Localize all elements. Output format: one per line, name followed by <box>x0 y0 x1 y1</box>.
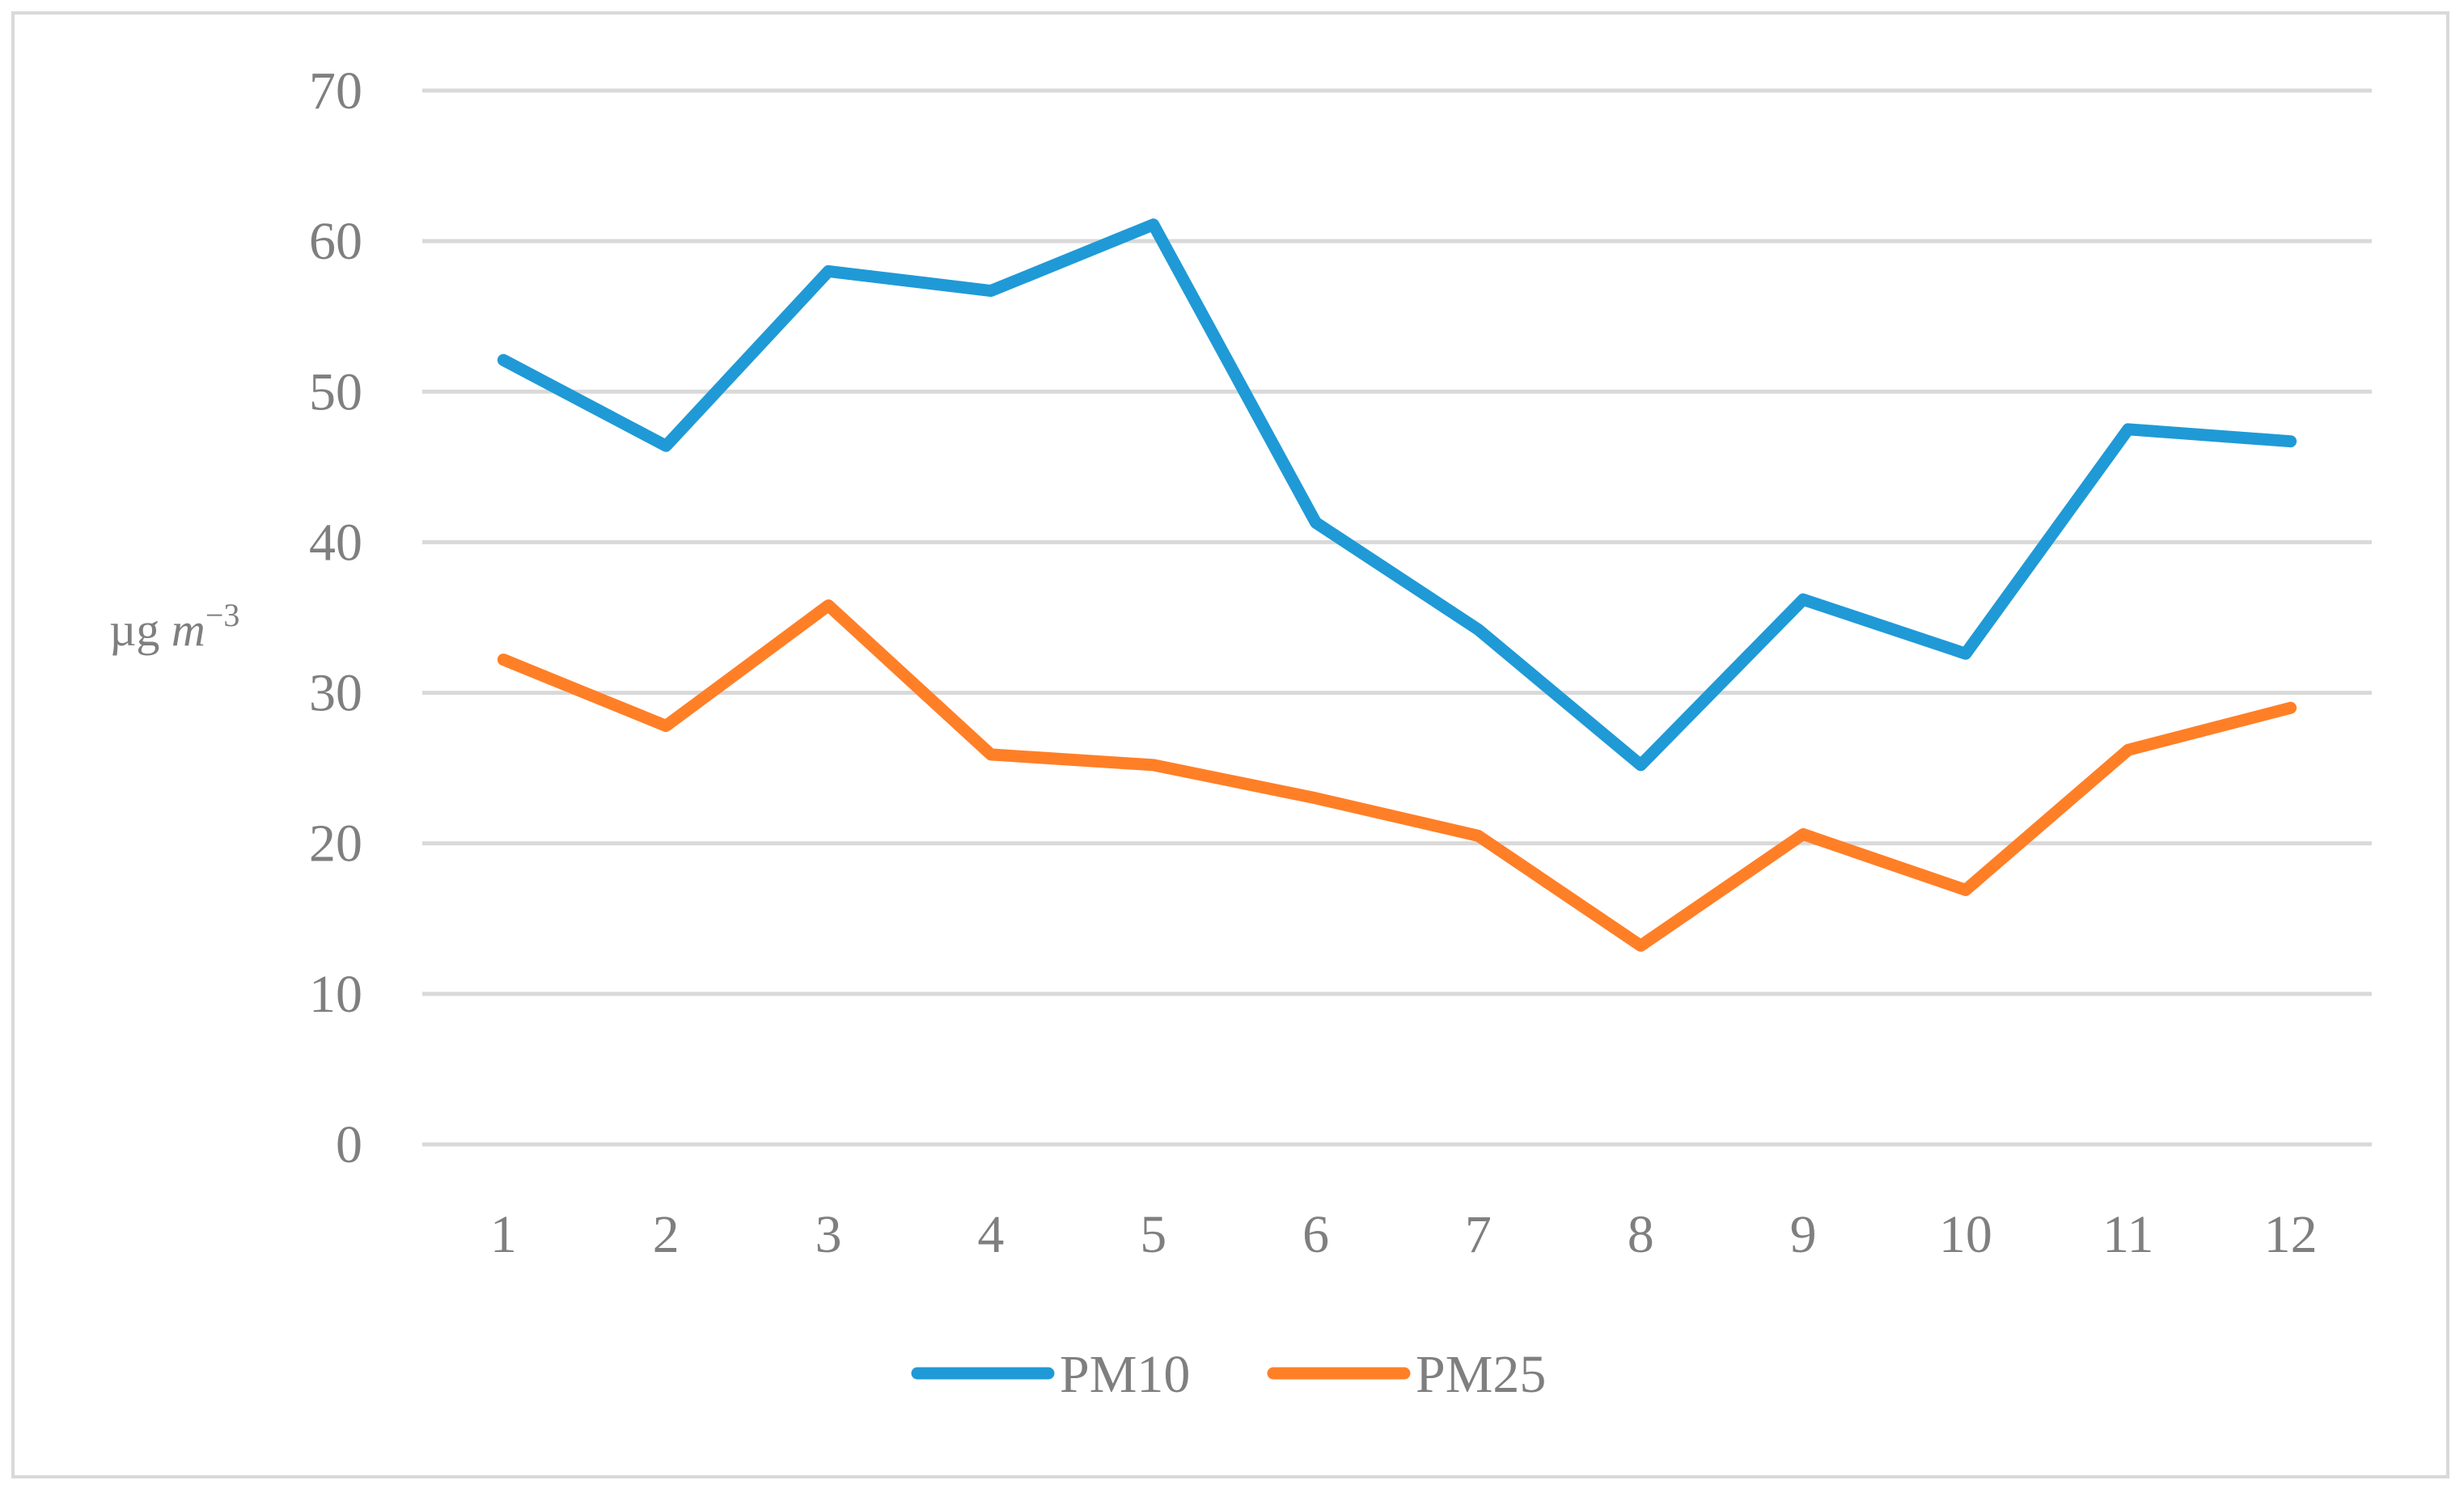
x-tick-label: 8 <box>1628 1205 1654 1264</box>
x-tick-label: 7 <box>1465 1205 1492 1264</box>
x-tick-label: 6 <box>1302 1205 1329 1264</box>
y-tick-label: 40 <box>309 513 362 572</box>
x-tick-label: 12 <box>2264 1205 2318 1264</box>
x-tick-label: 4 <box>977 1205 1004 1264</box>
y-axis-label-unit: µg <box>109 603 171 656</box>
y-axis-label-var: m <box>171 603 205 656</box>
series-line-pm25 <box>497 599 2297 952</box>
x-axis-ticks: 1 2 3 4 5 6 7 8 9 10 11 12 <box>490 1205 2318 1264</box>
x-tick-label: 2 <box>653 1205 680 1264</box>
legend: PM10 PM25 <box>911 1345 1546 1404</box>
x-tick-label: 5 <box>1140 1205 1166 1264</box>
y-axis-ticks: 0 10 20 30 40 50 60 70 <box>309 61 362 1174</box>
x-tick-label: 1 <box>490 1205 517 1264</box>
series-lines <box>497 218 2297 952</box>
y-tick-label: 30 <box>309 664 362 723</box>
y-axis-label-exp: −3 <box>205 597 240 633</box>
x-tick-label: 10 <box>1939 1205 1992 1264</box>
legend-label-pm25: PM25 <box>1416 1345 1546 1404</box>
series-line-pm10 <box>497 218 2297 772</box>
x-tick-label: 11 <box>2102 1205 2154 1264</box>
x-tick-label: 3 <box>815 1205 842 1264</box>
y-axis-label: µg m−3 <box>109 597 239 656</box>
gridlines <box>422 88 2372 1147</box>
legend-label-pm10: PM10 <box>1060 1345 1190 1404</box>
y-tick-label: 60 <box>309 212 362 271</box>
y-tick-label: 20 <box>309 814 362 873</box>
y-tick-label: 50 <box>309 362 362 421</box>
y-tick-label: 0 <box>336 1115 362 1174</box>
chart-frame <box>11 11 2449 1478</box>
y-tick-label: 70 <box>309 61 362 121</box>
y-tick-label: 10 <box>309 965 362 1024</box>
x-tick-label: 9 <box>1790 1205 1817 1264</box>
